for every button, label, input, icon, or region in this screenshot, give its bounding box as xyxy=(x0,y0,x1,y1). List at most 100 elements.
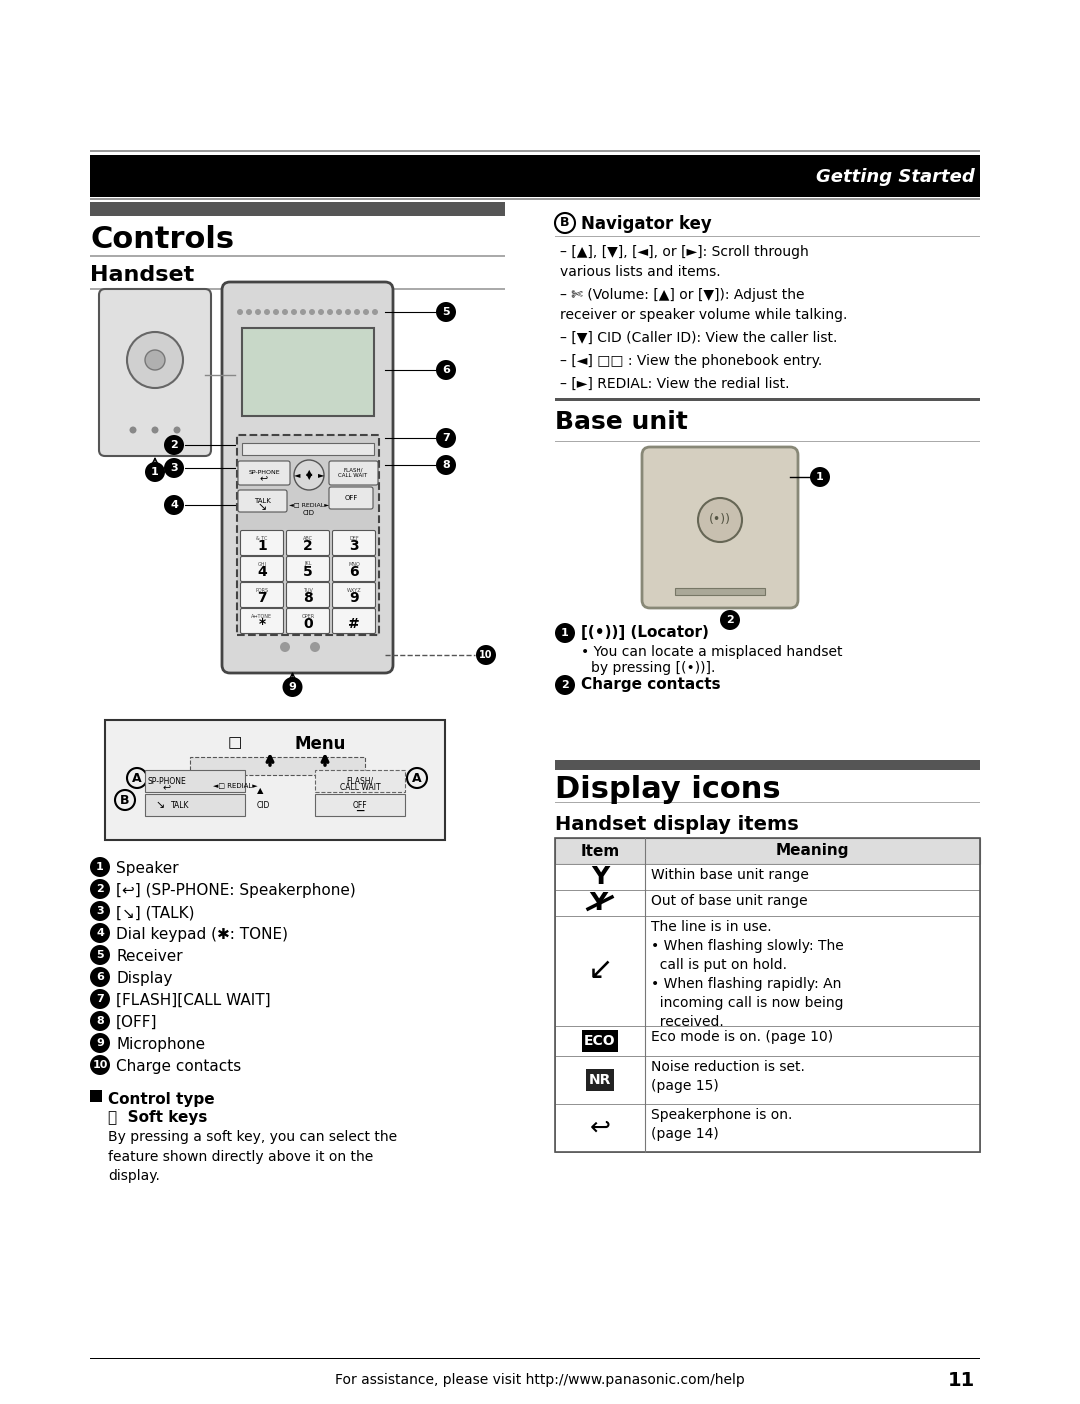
Text: ↙: ↙ xyxy=(588,956,612,986)
Text: ↩: ↩ xyxy=(163,783,171,793)
Circle shape xyxy=(291,309,297,314)
Circle shape xyxy=(151,427,159,434)
Bar xyxy=(582,1031,618,1052)
Bar xyxy=(555,838,980,1153)
Circle shape xyxy=(363,309,369,314)
Circle shape xyxy=(145,462,165,482)
FancyBboxPatch shape xyxy=(642,446,798,608)
Circle shape xyxy=(436,455,456,475)
Bar xyxy=(242,444,374,455)
Text: – [▲], [▼], [◄], or [►]: Scroll through
various lists and items.: – [▲], [▼], [◄], or [►]: Scroll through … xyxy=(561,246,809,278)
Text: WXYZ: WXYZ xyxy=(347,587,362,592)
FancyBboxPatch shape xyxy=(329,461,378,484)
Circle shape xyxy=(164,458,184,477)
Text: 4: 4 xyxy=(170,500,178,510)
Text: TALK: TALK xyxy=(171,800,189,810)
Circle shape xyxy=(90,901,110,921)
Text: A: A xyxy=(413,772,422,785)
Text: Base unit: Base unit xyxy=(555,410,688,434)
Text: SP-PHONE: SP-PHONE xyxy=(148,776,187,785)
Circle shape xyxy=(294,461,324,490)
FancyBboxPatch shape xyxy=(333,608,376,633)
Text: & TC: & TC xyxy=(256,535,268,541)
Text: ↘: ↘ xyxy=(257,503,267,512)
Text: DEF: DEF xyxy=(349,535,359,541)
Text: ▲: ▲ xyxy=(306,469,312,477)
Bar xyxy=(90,202,505,216)
Text: By pressing a soft key, you can select the
feature shown directly above it on th: By pressing a soft key, you can select t… xyxy=(108,1130,397,1184)
Text: GHI: GHI xyxy=(257,562,267,566)
Text: – [►] REDIAL: View the redial list.: – [►] REDIAL: View the redial list. xyxy=(561,378,789,390)
Circle shape xyxy=(436,428,456,448)
Circle shape xyxy=(264,309,270,314)
Circle shape xyxy=(90,945,110,965)
Text: 7: 7 xyxy=(96,994,104,1004)
FancyBboxPatch shape xyxy=(222,282,393,673)
Text: Charge contacts: Charge contacts xyxy=(116,1059,241,1074)
Text: 2: 2 xyxy=(303,539,313,553)
Text: OFF: OFF xyxy=(353,800,367,810)
Text: – [▼] CID (Caller ID): View the caller list.: – [▼] CID (Caller ID): View the caller l… xyxy=(561,331,837,345)
FancyBboxPatch shape xyxy=(241,556,283,581)
Text: 8: 8 xyxy=(442,461,450,470)
Text: [FLASH][CALL WAIT]: [FLASH][CALL WAIT] xyxy=(116,993,271,1008)
Bar xyxy=(90,1358,980,1359)
Bar xyxy=(190,757,365,775)
Bar xyxy=(90,1090,102,1102)
Bar xyxy=(586,1068,615,1091)
Text: □: □ xyxy=(228,736,242,750)
FancyBboxPatch shape xyxy=(286,583,329,608)
Text: ◄: ◄ xyxy=(294,470,300,480)
Text: For assistance, please visit http://www.panasonic.com/help: For assistance, please visit http://www.… xyxy=(335,1373,745,1387)
Text: 9: 9 xyxy=(288,682,296,692)
Text: 9: 9 xyxy=(349,591,359,605)
Text: 6: 6 xyxy=(349,564,359,578)
Text: Receiver: Receiver xyxy=(116,949,183,965)
Text: Y: Y xyxy=(591,865,609,889)
Circle shape xyxy=(436,359,456,380)
Text: 7: 7 xyxy=(257,591,267,605)
Circle shape xyxy=(246,309,252,314)
Text: – [◄] □□ : View the phonebook entry.: – [◄] □□ : View the phonebook entry. xyxy=(561,354,822,368)
FancyBboxPatch shape xyxy=(286,556,329,581)
Text: Microphone: Microphone xyxy=(116,1038,205,1052)
Bar xyxy=(675,588,765,595)
Text: B: B xyxy=(120,793,130,806)
Text: Y: Y xyxy=(589,892,607,915)
Text: 1: 1 xyxy=(257,539,267,553)
Text: 8: 8 xyxy=(303,591,313,605)
Bar xyxy=(555,441,980,442)
Circle shape xyxy=(174,427,180,434)
Bar xyxy=(555,1056,980,1104)
Circle shape xyxy=(90,1033,110,1053)
Text: Charge contacts: Charge contacts xyxy=(581,677,720,692)
Text: Control type: Control type xyxy=(108,1092,215,1106)
Text: 6: 6 xyxy=(442,365,450,375)
Circle shape xyxy=(273,309,279,314)
Text: JKL: JKL xyxy=(305,562,312,566)
Text: ↘: ↘ xyxy=(156,800,164,810)
Text: Handset display items: Handset display items xyxy=(555,814,799,834)
Circle shape xyxy=(283,677,302,696)
Bar xyxy=(555,236,980,237)
Bar xyxy=(555,760,980,769)
Circle shape xyxy=(130,427,136,434)
Text: 1: 1 xyxy=(96,862,104,872)
Circle shape xyxy=(90,988,110,1009)
Text: 1: 1 xyxy=(151,468,159,477)
Circle shape xyxy=(354,309,360,314)
Bar xyxy=(555,1026,980,1056)
Text: FLASH/: FLASH/ xyxy=(347,776,374,785)
Text: 7: 7 xyxy=(442,432,450,444)
Bar xyxy=(555,397,980,402)
Text: 2: 2 xyxy=(96,885,104,894)
FancyBboxPatch shape xyxy=(329,487,373,510)
Text: Controls: Controls xyxy=(90,225,234,254)
Bar xyxy=(555,838,980,863)
Text: ►: ► xyxy=(318,470,324,480)
Text: Speakerphone is on.
(page 14): Speakerphone is on. (page 14) xyxy=(651,1108,793,1141)
FancyBboxPatch shape xyxy=(333,556,376,581)
Text: Item: Item xyxy=(580,844,620,858)
Text: CALL WAIT: CALL WAIT xyxy=(340,783,380,792)
Text: Getting Started: Getting Started xyxy=(816,168,975,185)
